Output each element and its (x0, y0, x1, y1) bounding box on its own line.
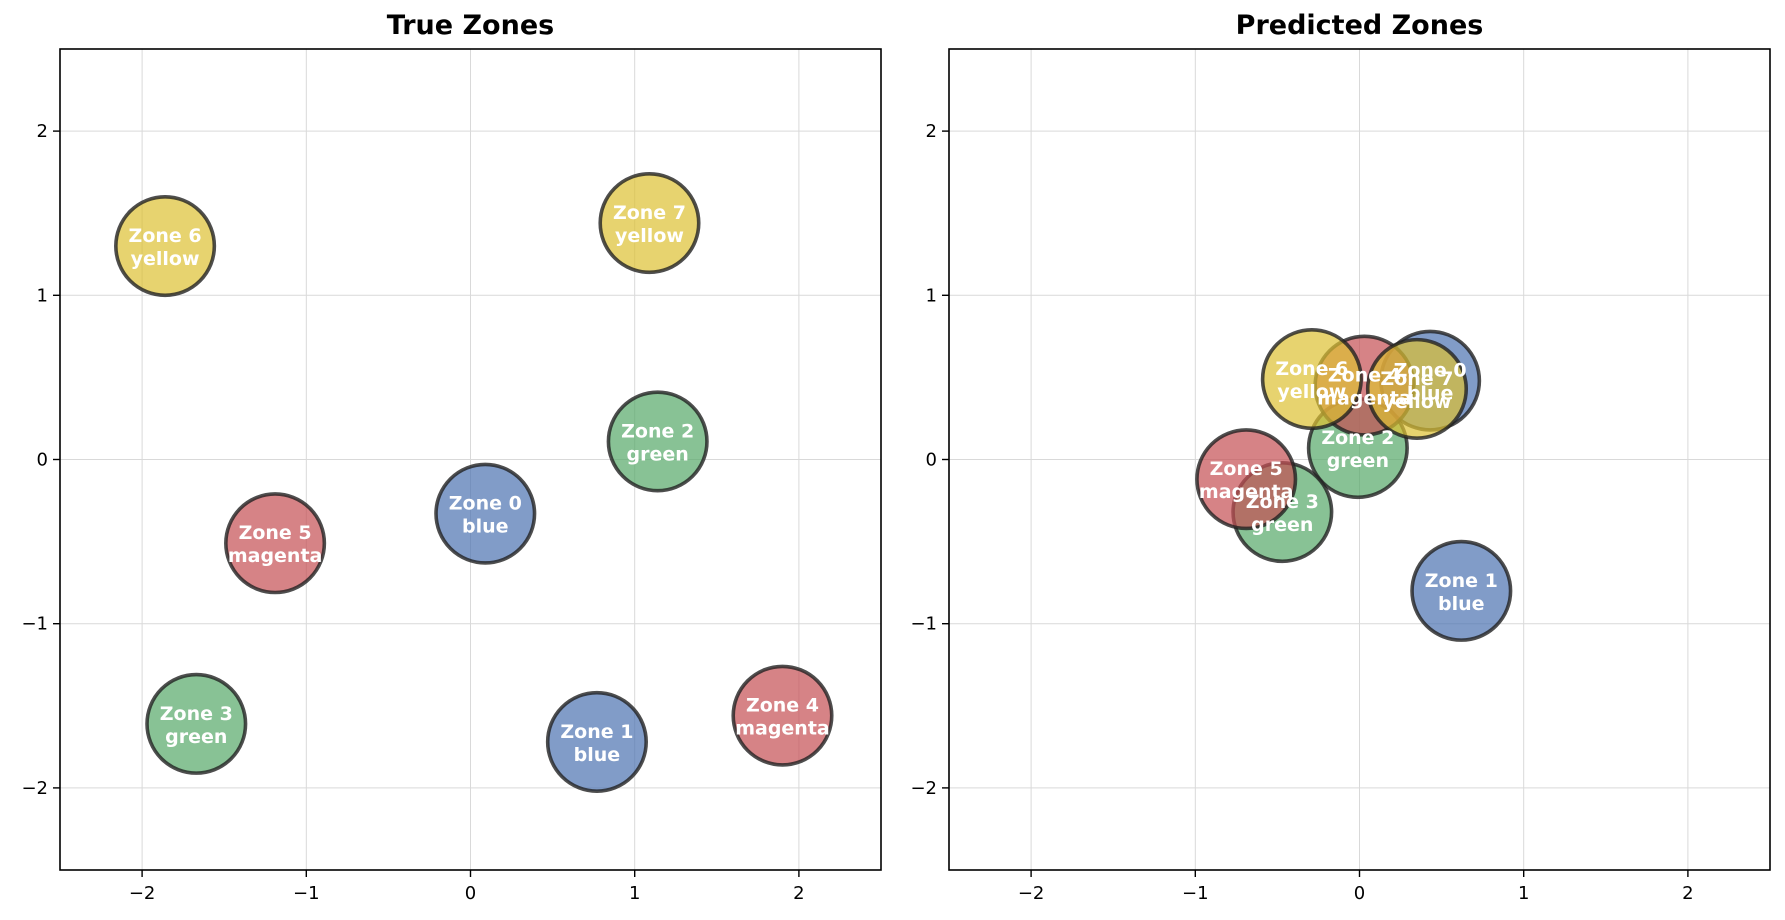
y-tick-label: 0 (926, 450, 937, 471)
x-tick-label: −2 (1018, 883, 1045, 904)
zone-marker (224, 492, 327, 595)
zone-color-label: green (1251, 514, 1313, 536)
zone-color-label: magenta (1317, 388, 1412, 410)
zone-label: Zone 7 (1380, 368, 1453, 390)
zone-label: Zone 1 (560, 721, 633, 743)
x-tick-label: −1 (293, 883, 320, 904)
zone-color-label: green (165, 726, 227, 748)
zone-marker (545, 690, 648, 793)
zone-label: Zone 4 (1328, 365, 1401, 387)
zone-label: Zone 2 (621, 420, 694, 442)
zone-marker (434, 462, 537, 565)
zone-label: Zone 6 (129, 225, 202, 247)
zone-label: Zone 2 (1321, 427, 1394, 449)
zone-color-label: yellow (1277, 381, 1346, 403)
zone-color-label: green (627, 443, 689, 465)
x-tick-label: −2 (129, 883, 156, 904)
zone-color-label: blue (1438, 593, 1485, 615)
zone-marker (598, 171, 701, 275)
y-tick-label: −1 (910, 614, 937, 635)
zone-color-label: yellow (131, 248, 200, 270)
zone-marker (1260, 327, 1363, 431)
zone-marker (114, 194, 217, 298)
zone-label: Zone 0 (1394, 360, 1467, 382)
y-tick-label: 2 (37, 121, 48, 142)
zone-color-label: yellow (1383, 391, 1452, 413)
zone-color-label: magenta (1199, 481, 1294, 503)
zone-label: Zone 4 (746, 695, 819, 717)
zone-label: Zone 1 (1425, 570, 1498, 592)
zone-label: Zone 5 (239, 522, 312, 544)
zone-label: Zone 6 (1275, 358, 1348, 380)
x-tick-label: 0 (1354, 883, 1365, 904)
x-tick-label: 1 (1518, 883, 1529, 904)
zone-marker (606, 390, 709, 493)
x-tick-label: 1 (629, 883, 640, 904)
zone-color-label: magenta (735, 718, 830, 740)
zone-color-label: green (1327, 450, 1389, 472)
x-tick-label: 0 (465, 883, 476, 904)
zone-label: Zone 5 (1210, 458, 1283, 480)
y-tick-label: 0 (37, 450, 48, 471)
zone-color-label: blue (462, 516, 509, 538)
y-tick-label: 1 (37, 285, 48, 306)
zone-marker (731, 664, 834, 767)
zone-marker (1410, 539, 1513, 642)
zone-color-label: yellow (615, 225, 684, 247)
y-tick-label: −2 (21, 778, 48, 799)
zone-marker (145, 672, 248, 775)
zone-color-label: blue (1407, 383, 1454, 405)
x-tick-label: 2 (1682, 883, 1693, 904)
y-tick-label: 2 (926, 121, 937, 142)
zone-label: Zone 0 (449, 493, 522, 515)
zone-marker (1365, 337, 1469, 440)
zone-label: Zone 3 (160, 703, 233, 725)
zone-label: Zone 3 (1246, 491, 1319, 513)
y-tick-label: 1 (926, 285, 937, 306)
y-tick-label: −1 (21, 614, 48, 635)
zone-color-label: blue (574, 744, 621, 766)
zone-label: Zone 7 (613, 202, 686, 224)
panel-title: True Zones (387, 10, 554, 41)
x-tick-label: 2 (793, 883, 804, 904)
y-tick-label: −2 (910, 778, 937, 799)
panel-title: Predicted Zones (1236, 10, 1484, 41)
x-tick-label: −1 (1182, 883, 1209, 904)
zone-color-label: magenta (228, 545, 323, 567)
zone-marker (1195, 428, 1298, 531)
